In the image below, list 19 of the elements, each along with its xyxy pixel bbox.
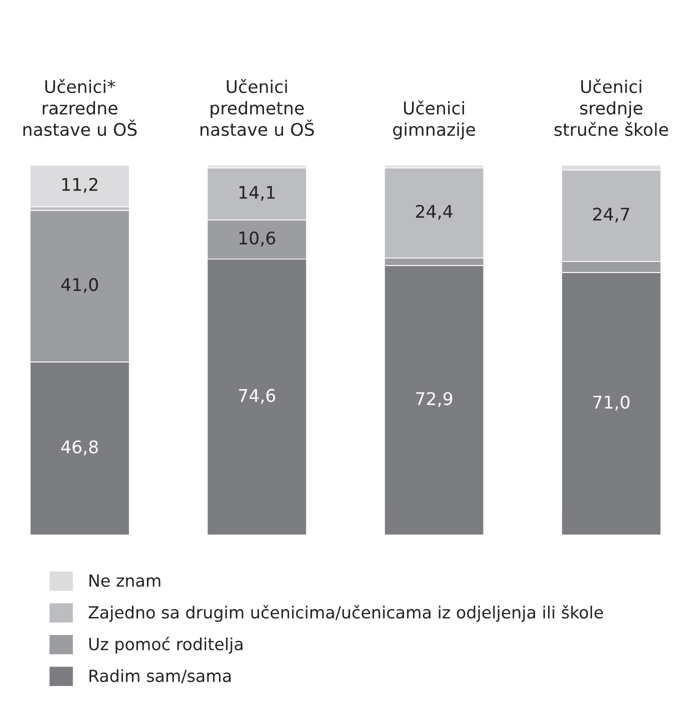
legend-label: Zajedno sa drugim učenicima/učenicama iz odjeljenja ili škole	[88, 605, 603, 622]
data-label: 74,6	[239, 388, 276, 404]
data-label: 10,6	[239, 231, 276, 246]
x-tick-label: Učenici srednje stručne škole	[554, 79, 668, 136]
data-label: 14,1	[239, 186, 275, 201]
data-label: 11,2	[62, 178, 98, 193]
legend-label: Ne znam	[90, 574, 160, 587]
legend-label: Uz pomoć roditelja	[89, 636, 242, 654]
x-tick-label: Učenici predmetne nastave u OŠ	[200, 79, 314, 136]
data-label: 72,9	[416, 392, 452, 407]
data-label: 24,4	[416, 204, 452, 220]
legend-label: Radim sam/sama	[90, 669, 231, 684]
bar	[30, 164, 130, 208]
data-label: 46,8	[61, 440, 98, 456]
data-label: 41,0	[61, 278, 98, 293]
x-tick-label: Učenici gimnazije	[393, 100, 476, 140]
data-label: 71,0	[593, 396, 630, 410]
data-label: 24,7	[593, 208, 630, 223]
x-tick-label: Učenici* razredne nastave u OŠ	[23, 79, 137, 136]
